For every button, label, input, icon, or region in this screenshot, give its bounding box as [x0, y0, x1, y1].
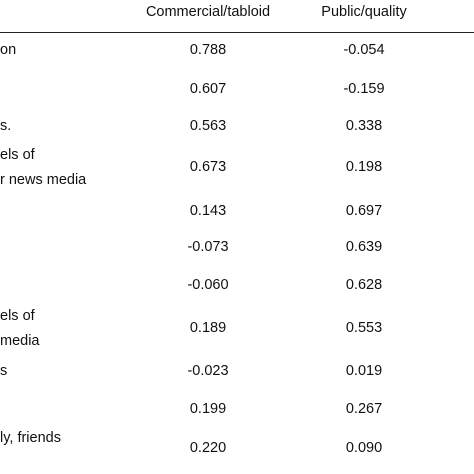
cell-value: -0.073 [187, 239, 229, 255]
cell-value: 0.563 [189, 118, 227, 134]
cell-value: 0.199 [189, 401, 227, 417]
cell-value: 0.189 [189, 320, 227, 336]
cell-value: 0.338 [345, 118, 383, 134]
cell-value: 0.267 [345, 401, 383, 417]
cell-value: -0.023 [187, 363, 229, 379]
cell-value: -0.054 [343, 42, 385, 58]
cell-value: 0.628 [345, 277, 383, 293]
cell-value: 0.673 [189, 159, 227, 175]
column-header: Commercial/tabloid [145, 4, 271, 20]
cell-value: 0.019 [345, 363, 383, 379]
row-label: els of [0, 308, 35, 324]
row-label: ly, friends [0, 430, 61, 446]
row-label: on [0, 42, 17, 58]
row-label: media [0, 333, 40, 349]
cell-value: 0.639 [345, 239, 383, 255]
cell-value: 0.788 [189, 42, 227, 58]
row-label: els of [0, 147, 35, 163]
cell-value: 0.553 [345, 320, 383, 336]
row-label: s. [0, 118, 12, 134]
row-label: r news media [0, 172, 87, 188]
row-label: s [0, 363, 8, 379]
column-header: Public/quality [321, 4, 407, 20]
cell-value: 0.607 [189, 81, 227, 97]
cell-value: 0.697 [345, 203, 383, 219]
header-rule [0, 32, 474, 33]
cell-value: 0.220 [189, 440, 227, 456]
cell-value: 0.090 [345, 440, 383, 456]
cell-value: -0.159 [343, 81, 385, 97]
cell-value: -0.060 [187, 277, 229, 293]
cell-value: 0.143 [189, 203, 227, 219]
cell-value: 0.198 [345, 159, 383, 175]
